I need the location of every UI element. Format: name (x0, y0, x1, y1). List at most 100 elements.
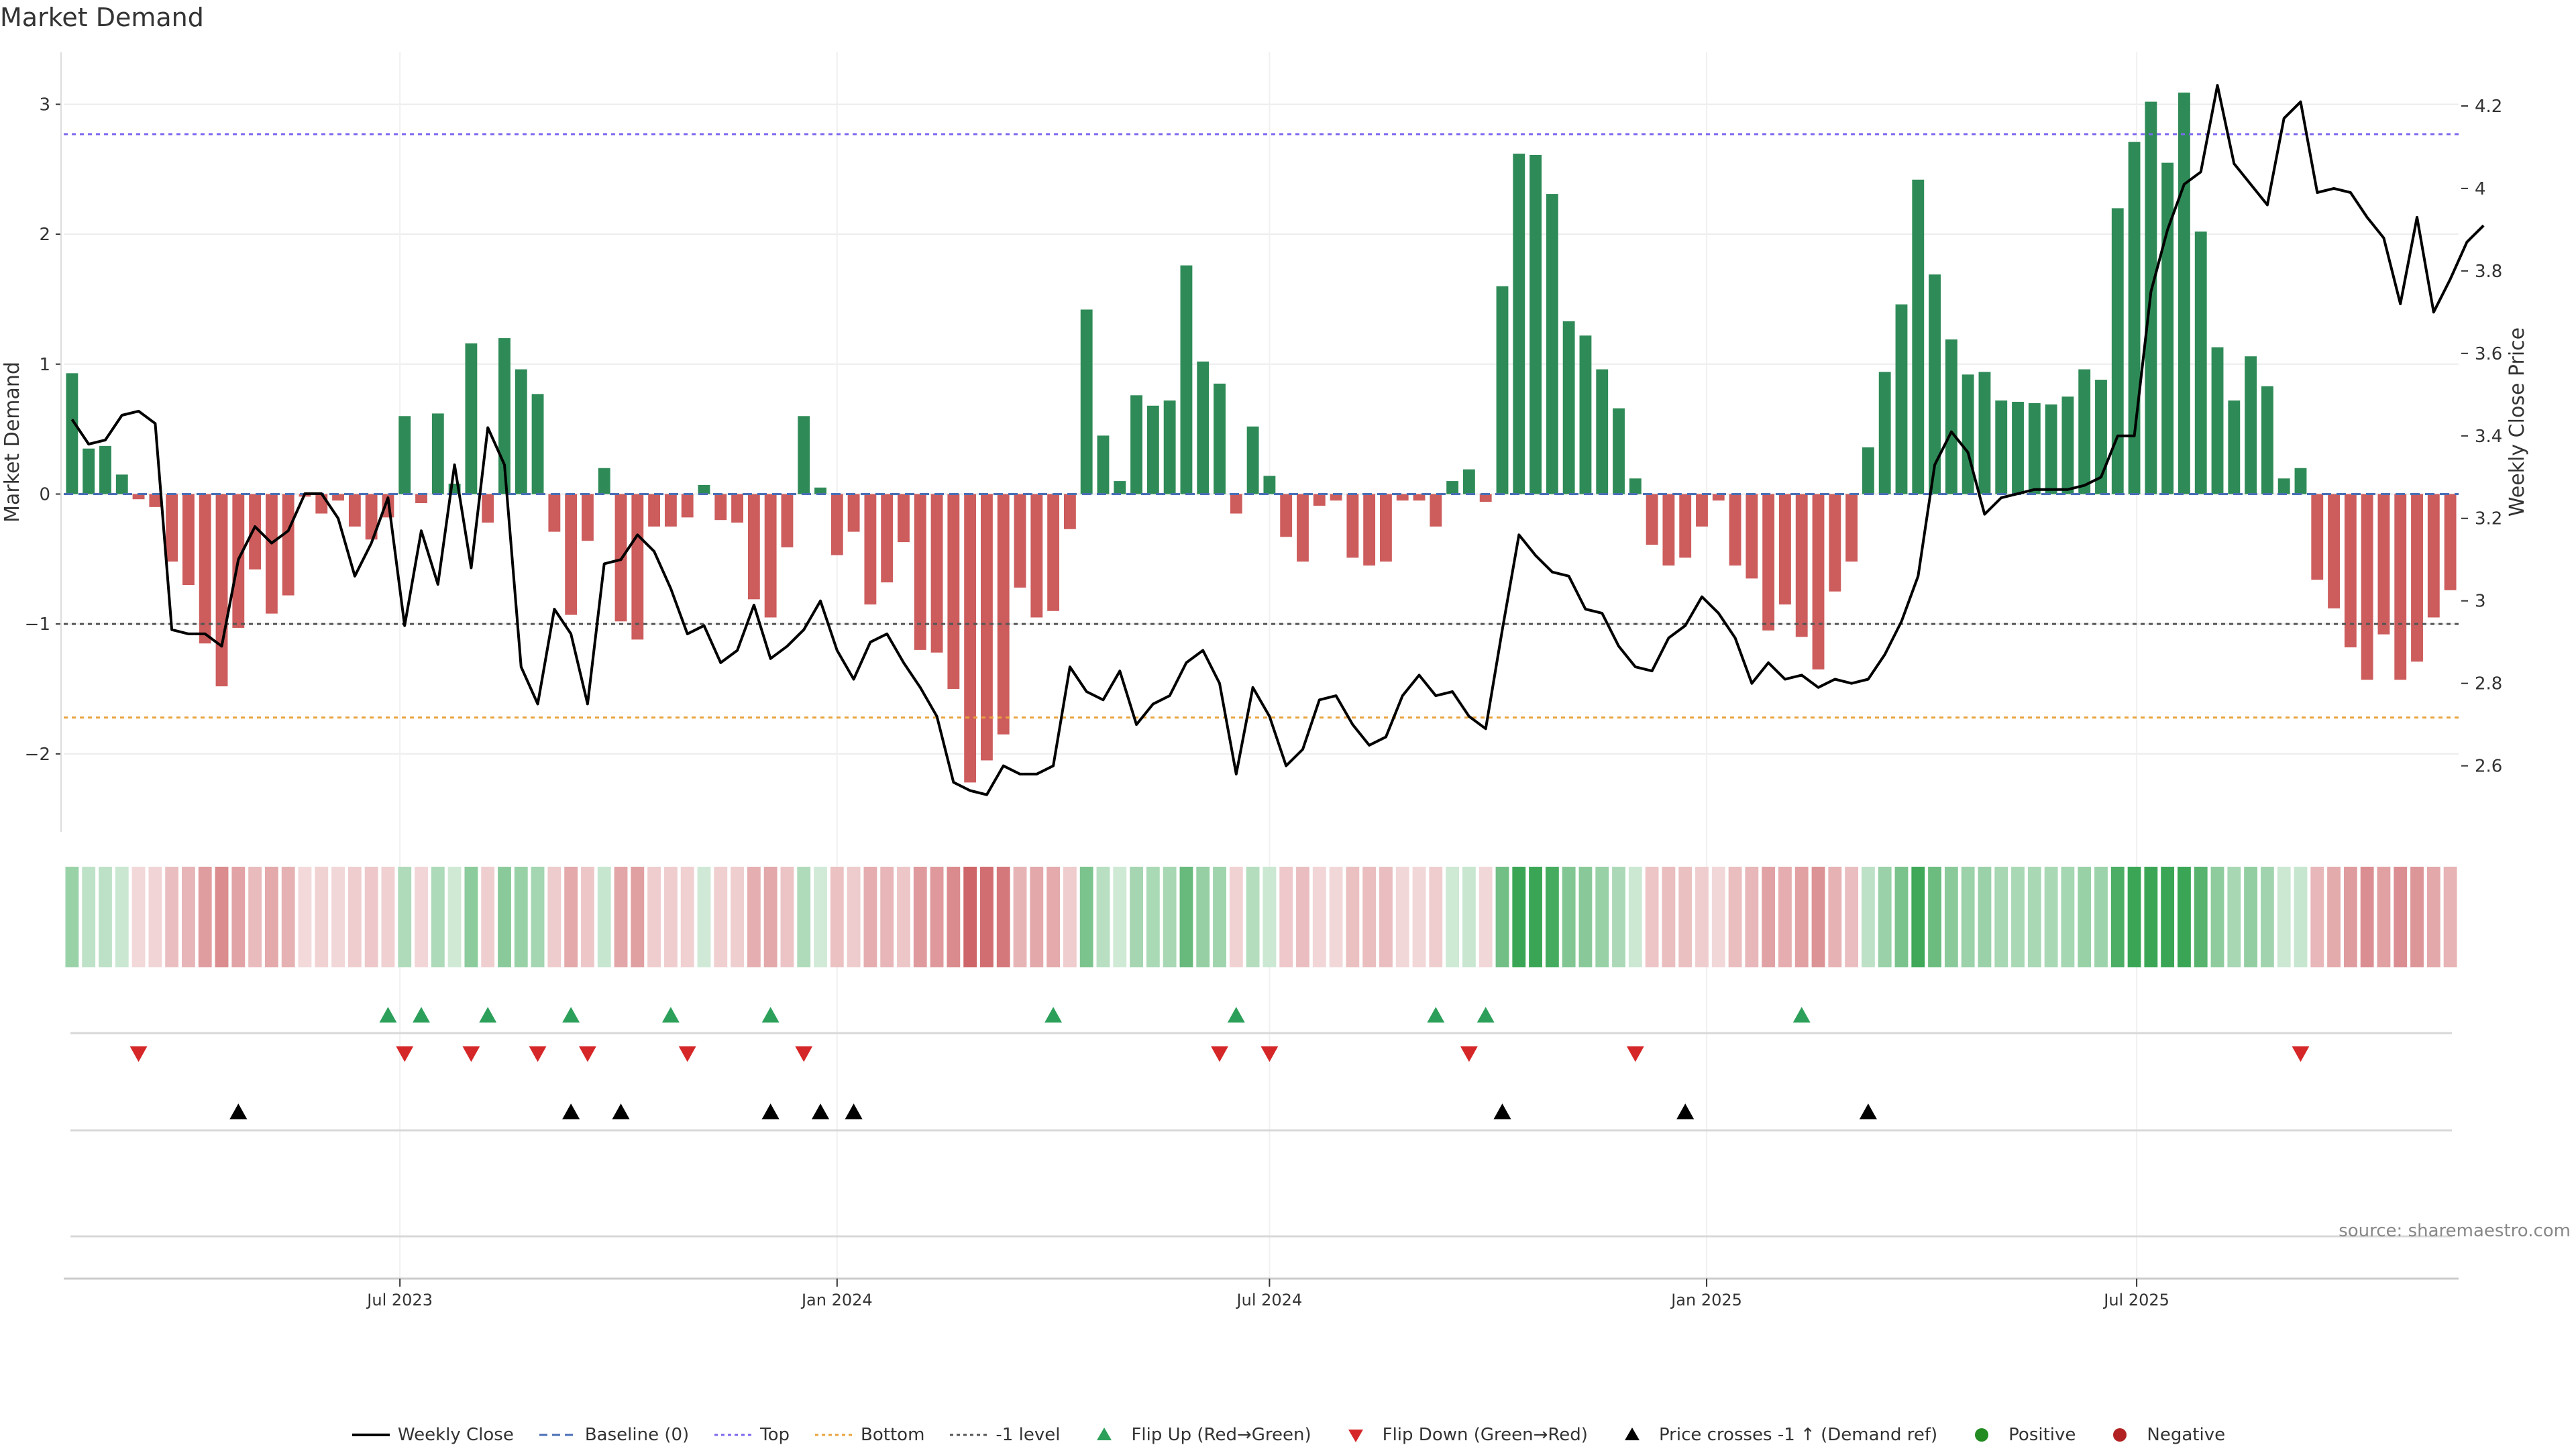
demand-bar-negative (714, 494, 727, 521)
demand-bar-positive (2178, 93, 2190, 494)
price-cross-marker (612, 1104, 630, 1120)
demand-bar-positive (1180, 265, 1193, 494)
heat-cell (1612, 867, 1625, 967)
demand-bar-negative (282, 494, 294, 596)
demand-bar-negative (565, 494, 578, 615)
heat-cell (1329, 867, 1343, 967)
demand-bar-positive (1878, 372, 1891, 494)
y2-tick-label: 3.4 (2475, 427, 2502, 447)
demand-bar-negative (1380, 494, 1392, 562)
demand-bar-positive (698, 484, 710, 494)
demand-bar-negative (2361, 494, 2373, 680)
demand-bar-negative (781, 494, 794, 547)
demand-bar-positive (1978, 372, 1991, 494)
heat-cell (1395, 867, 1409, 967)
flip-down-marker (578, 1046, 596, 1062)
demand-bar-negative (1014, 494, 1026, 588)
flip-up-marker (1477, 1007, 1495, 1023)
demand-bar-positive (99, 445, 111, 494)
demand-bar-positive (1912, 179, 1925, 494)
heat-cell (1678, 867, 1693, 967)
heat-cell (231, 867, 246, 967)
heat-cell (847, 867, 861, 967)
demand-bar-positive (2228, 400, 2241, 494)
heat-cell (1146, 867, 1160, 967)
heat-cell (2044, 867, 2058, 967)
legend-swatch-icon (539, 1434, 577, 1436)
heat-cell (514, 867, 528, 967)
demand-bar-positive (1446, 481, 1459, 494)
heat-cell (1362, 867, 1377, 967)
heat-cell (2343, 867, 2357, 967)
demand-bar-negative (631, 494, 644, 640)
price-cross-marker (812, 1104, 830, 1120)
demand-bar-positive (1496, 286, 1509, 494)
heat-cell (1096, 867, 1110, 967)
heat-cell (1079, 867, 1093, 967)
heat-cell (1529, 867, 1542, 967)
legend-swatch-icon (1348, 1430, 1363, 1442)
demand-bar-positive (2078, 369, 2091, 494)
demand-bar-negative (1330, 494, 1342, 501)
demand-bar-negative (332, 494, 344, 501)
heat-cell (2443, 867, 2457, 967)
legend-label: Top (760, 1425, 790, 1445)
demand-bar-negative (930, 494, 943, 653)
demand-bar-positive (1197, 361, 1210, 494)
legend-dot (1975, 1428, 1989, 1442)
heat-cell (2161, 867, 2175, 967)
heat-cell (398, 867, 412, 967)
flip-up-marker (761, 1007, 780, 1023)
heat-cell (1163, 867, 1177, 967)
legend-dot (2113, 1428, 2127, 1442)
demand-bar-negative (1762, 494, 1775, 631)
demand-bar-negative (132, 494, 145, 500)
demand-bar-negative (1829, 494, 1841, 592)
demand-bar-positive (1146, 405, 1159, 494)
flip-down-marker (2292, 1046, 2310, 1062)
heat-cell (1695, 867, 1709, 967)
demand-bar-negative (947, 494, 960, 689)
x-tick-label: Jul 2024 (1236, 1291, 1303, 1309)
flip-up-marker (413, 1007, 431, 1023)
heat-cell (547, 867, 561, 967)
demand-bar-negative (1679, 494, 1692, 558)
heat-cell (2327, 867, 2341, 967)
legend-swatch-icon (714, 1434, 753, 1436)
heat-cell (2244, 867, 2258, 967)
demand-bar-negative (764, 494, 777, 618)
heat-cell (663, 867, 678, 967)
demand-bar-negative (1712, 494, 1725, 501)
heat-cell (1794, 867, 1809, 967)
demand-bar-negative (1795, 494, 1808, 637)
axes-layer: −2 −1 0 1 2 3 2.6 2.8 3 3.2 3.4 3.6 3.8 4 4.2 Market De… (1, 52, 2529, 1309)
heat-cell (431, 867, 445, 967)
demand-heat-strip (65, 867, 2457, 967)
demand-bar-positive (1629, 478, 1642, 494)
demand-bar-positive (1080, 309, 1093, 494)
legend-swatch-icon (1624, 1428, 1640, 1440)
heat-cell (1961, 867, 1975, 967)
legend-label: Baseline (0) (584, 1425, 690, 1445)
price-layer (70, 84, 2485, 796)
heat-cell (1928, 867, 1941, 967)
demand-bars (66, 93, 2457, 783)
demand-bar-negative (1363, 494, 1376, 566)
heat-cell (2294, 867, 2308, 967)
demand-bar-negative (348, 494, 361, 527)
heat-cell (1229, 867, 1243, 967)
demand-bar-negative (681, 494, 694, 518)
flip-down-marker (1460, 1046, 1478, 1062)
demand-bar-positive (1596, 369, 1609, 494)
demand-bar-positive (1097, 435, 1110, 494)
heat-cell (830, 867, 844, 967)
demand-bar-positive (83, 448, 95, 494)
y-tick-label: 3 (39, 95, 50, 115)
legend-item: Flip Down (Green→Red) (1336, 1425, 1588, 1445)
demand-bar-negative (365, 494, 378, 540)
demand-bar-positive (431, 413, 444, 494)
demand-bar-negative (1297, 494, 1309, 562)
heat-cell (364, 867, 378, 967)
heat-cell (1213, 867, 1226, 967)
demand-bar-negative (2311, 494, 2324, 580)
